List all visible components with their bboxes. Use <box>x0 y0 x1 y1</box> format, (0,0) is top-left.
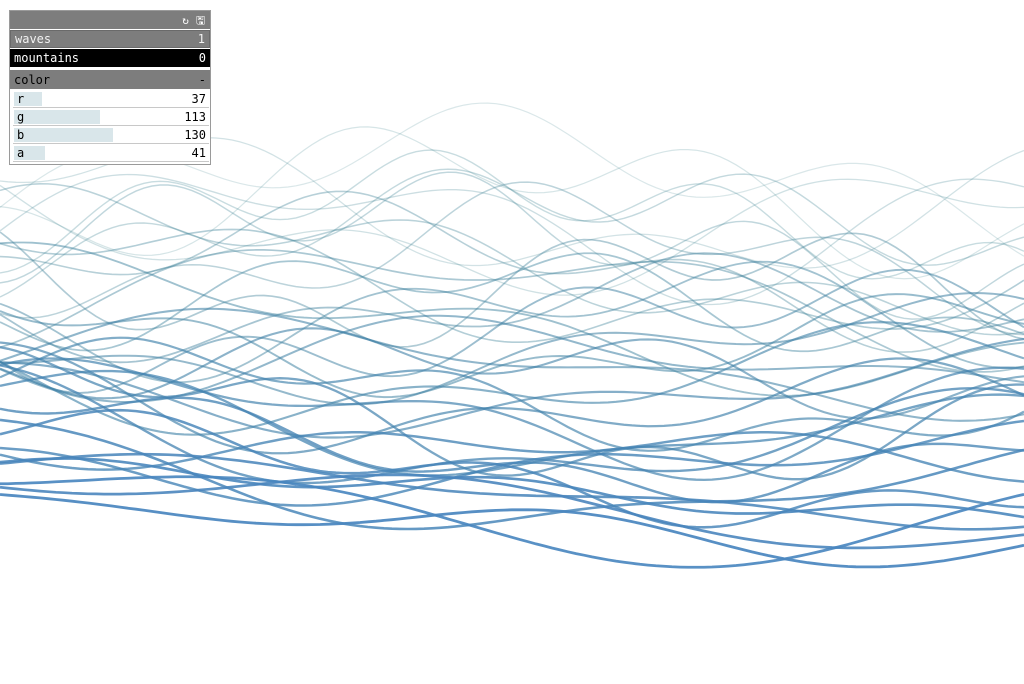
slider-r-fill <box>14 92 43 106</box>
wave-line <box>0 431 1024 483</box>
wave-line <box>0 364 1024 485</box>
wave-line <box>0 231 1024 348</box>
wave-line <box>0 168 1024 298</box>
wave-line <box>0 493 1024 569</box>
wave-line <box>0 268 1024 394</box>
mountains-label: mountains <box>14 51 80 65</box>
wave-line <box>0 149 1024 280</box>
slider-b-fill <box>14 128 113 142</box>
color-folder-header[interactable]: color - <box>10 70 210 89</box>
wave-line <box>0 307 1024 422</box>
slider-b-value: 130 <box>184 127 206 142</box>
slider-r-label: r <box>17 91 25 106</box>
wave-line <box>0 341 1024 455</box>
wave-line <box>0 408 1024 529</box>
wave-line <box>0 249 1024 373</box>
wave-line <box>0 181 1024 336</box>
wave-line <box>0 178 1024 296</box>
slider-g-label: g <box>17 109 25 124</box>
collapse-icon[interactable]: - <box>198 72 206 87</box>
panel-header: ↻ 🖫 <box>10 11 210 29</box>
wave-line <box>0 171 1024 320</box>
wave-line <box>0 228 1024 344</box>
waves-toggle[interactable]: waves 1 <box>10 30 210 48</box>
wave-line <box>0 173 1024 306</box>
slider-b-label: b <box>17 127 25 142</box>
slider-g-fill <box>14 110 100 124</box>
wave-line <box>0 475 1024 569</box>
wave-line <box>0 293 1024 399</box>
slider-b[interactable]: b 130 <box>13 126 209 144</box>
refresh-icon[interactable]: ↻ <box>182 13 189 27</box>
slider-a-label: a <box>17 145 25 160</box>
color-folder-body: r 37 g 113 b 130 a 41 <box>10 89 210 164</box>
slider-a-value: 41 <box>191 145 206 160</box>
wave-line <box>0 337 1024 439</box>
slider-a[interactable]: a 41 <box>13 144 209 162</box>
slider-g-value: 113 <box>184 109 206 124</box>
wave-line <box>0 190 1024 353</box>
wave-line <box>0 346 1024 481</box>
slider-r-value: 37 <box>191 91 206 106</box>
wave-line <box>0 418 1024 531</box>
waves-label: waves <box>15 32 52 46</box>
wave-line <box>0 357 1024 482</box>
wave-line <box>0 252 1024 353</box>
control-panel: ↻ 🖫 waves 1 mountains 0 color - r 37 g 1… <box>9 10 211 165</box>
wave-line <box>0 252 1024 364</box>
waves-value: 1 <box>197 32 205 46</box>
wave-line <box>0 126 1024 280</box>
wave-line <box>0 369 1024 477</box>
slider-r[interactable]: r 37 <box>13 90 209 108</box>
mountains-toggle[interactable]: mountains 0 <box>10 49 210 67</box>
color-folder-label: color <box>14 72 51 87</box>
wave-line <box>0 419 1024 507</box>
wave-line <box>0 473 1024 550</box>
save-icon[interactable]: 🖫 <box>195 13 206 27</box>
mountains-value: 0 <box>198 51 206 65</box>
wave-line <box>0 457 1024 519</box>
wave-line <box>0 183 1024 336</box>
slider-g[interactable]: g 113 <box>13 108 209 126</box>
wave-line <box>0 452 1024 531</box>
slider-a-fill <box>14 146 46 160</box>
